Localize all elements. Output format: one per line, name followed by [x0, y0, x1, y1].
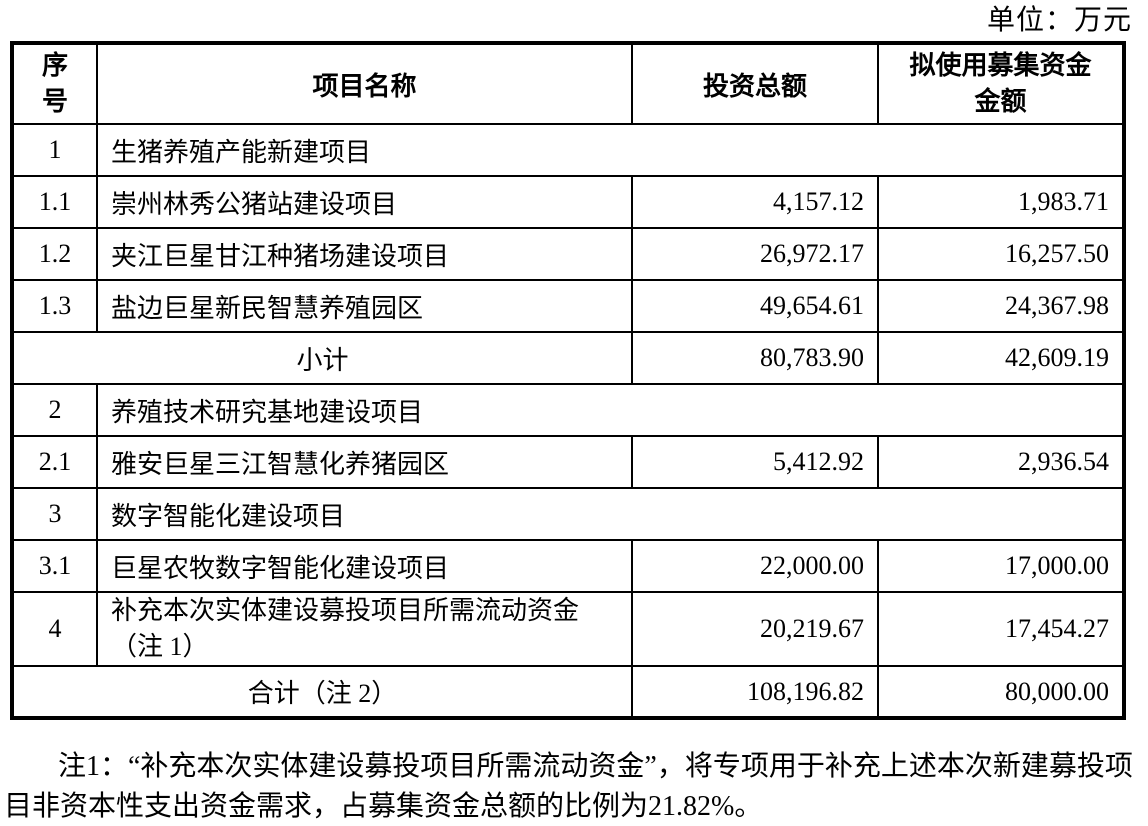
col-header-serial-line2: 号: [41, 87, 68, 116]
subtotal-raised-funds: 42,609.19: [877, 331, 1125, 385]
row-raised-funds: 1,983.71: [877, 175, 1125, 229]
grand-total-label: 合计（注 2）: [11, 665, 633, 719]
row-raised-funds: 17,000.00: [877, 539, 1125, 593]
table-row-subtotal: 小计 80,783.90 42,609.19: [11, 331, 1125, 385]
col-header-serial: 序 号: [11, 42, 98, 125]
grand-total-raised-funds: 80,000.00: [877, 665, 1125, 719]
table-row-section-3: 3 数字智能化建设项目: [11, 487, 1125, 541]
col-header-raised-funds-line2: 金额: [974, 87, 1027, 116]
row-project-name: 养殖技术研究基地建设项目: [96, 383, 1125, 437]
row-project-name: 数字智能化建设项目: [96, 487, 1125, 541]
row-project-name: 生猪养殖产能新建项目: [96, 123, 1125, 177]
table-row-item-2-1: 2.1 雅安巨星三江智慧化养猪园区 5,412.92 2,936.54: [11, 435, 1125, 489]
unit-label: 单位：万元: [986, 5, 1132, 36]
row-serial: 1.2: [11, 227, 98, 281]
row-raised-funds: 16,257.50: [877, 227, 1125, 281]
row-serial: 2.1: [11, 435, 98, 489]
row-serial: 3: [11, 487, 98, 541]
row-serial: 1.3: [11, 279, 98, 333]
row-project-name: 崇州林秀公猪站建设项目: [96, 175, 633, 229]
col-header-project-name: 项目名称: [96, 42, 633, 125]
table-row-item-4: 4 补充本次实体建设募投项目所需流动资金 （注 1） 20,219.67 17,…: [11, 591, 1125, 667]
row-project-name-line2: （注 1）: [111, 632, 209, 661]
table-header-row: 序 号 项目名称 投资总额 拟使用募集资金 金额: [11, 42, 1125, 125]
row-total-investment: 26,972.17: [631, 227, 879, 281]
row-project-name-line1: 补充本次实体建设募投项目所需流动资金: [111, 596, 580, 625]
row-serial: 3.1: [11, 539, 98, 593]
row-total-investment: 4,157.12: [631, 175, 879, 229]
row-raised-funds: 2,936.54: [877, 435, 1125, 489]
row-project-name: 夹江巨星甘江种猪场建设项目: [96, 227, 633, 281]
row-total-investment: 22,000.00: [631, 539, 879, 593]
col-header-serial-line1: 序: [41, 51, 68, 80]
row-serial: 1: [11, 123, 98, 177]
row-project-name: 雅安巨星三江智慧化养猪园区: [96, 435, 633, 489]
grand-total-investment: 108,196.82: [631, 665, 879, 719]
row-total-investment: 20,219.67: [631, 591, 879, 667]
row-serial: 1.1: [11, 175, 98, 229]
row-serial: 2: [11, 383, 98, 437]
row-project-name: 盐边巨星新民智慧养殖园区: [96, 279, 633, 333]
table-row-item-1-3: 1.3 盐边巨星新民智慧养殖园区 49,654.61 24,367.98: [11, 279, 1125, 333]
table-row-section-1: 1 生猪养殖产能新建项目: [11, 123, 1125, 177]
row-project-name: 巨星农牧数字智能化建设项目: [96, 539, 633, 593]
row-total-investment: 5,412.92: [631, 435, 879, 489]
col-header-total-investment: 投资总额: [631, 42, 879, 125]
table-row-item-1-1: 1.1 崇州林秀公猪站建设项目 4,157.12 1,983.71: [11, 175, 1125, 229]
table-row-grand-total: 合计（注 2） 108,196.82 80,000.00: [11, 665, 1125, 719]
table-row-section-2: 2 养殖技术研究基地建设项目: [11, 383, 1125, 437]
row-serial: 4: [11, 591, 98, 667]
subtotal-total-investment: 80,783.90: [631, 331, 879, 385]
row-total-investment: 49,654.61: [631, 279, 879, 333]
row-raised-funds: 24,367.98: [877, 279, 1125, 333]
table-row-item-1-2: 1.2 夹江巨星甘江种猪场建设项目 26,972.17 16,257.50: [11, 227, 1125, 281]
col-header-raised-funds-line1: 拟使用募集资金: [909, 51, 1092, 80]
fundraising-projects-table: 序 号 项目名称 投资总额 拟使用募集资金 金额 1 生猪养殖产能新建项目 1.…: [10, 41, 1126, 720]
row-project-name: 补充本次实体建设募投项目所需流动资金 （注 1）: [96, 591, 633, 667]
col-header-raised-funds: 拟使用募集资金 金额: [877, 42, 1125, 125]
footnote-1: 注1：“补充本次实体建设募投项目所需流动资金”，将专项用于补充上述本次新建募投项…: [4, 751, 1133, 822]
subtotal-label: 小计: [11, 331, 633, 385]
table-row-item-3-1: 3.1 巨星农牧数字智能化建设项目 22,000.00 17,000.00: [11, 539, 1125, 593]
row-raised-funds: 17,454.27: [877, 591, 1125, 667]
